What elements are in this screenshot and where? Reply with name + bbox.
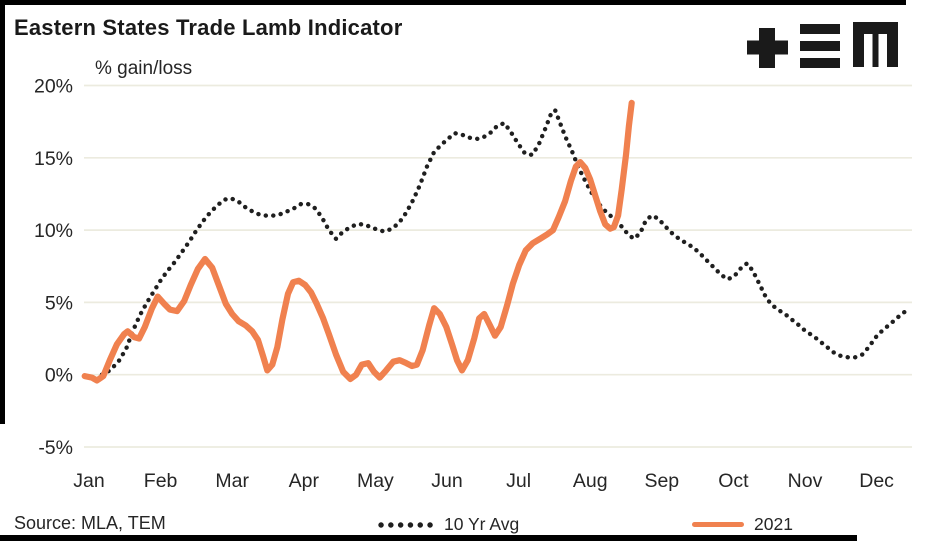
source-note: Source: MLA, TEM: [14, 513, 166, 533]
legend-label-2021: 2021: [754, 514, 793, 534]
x-tick-label: Mar: [215, 470, 249, 492]
x-tick-label: Jun: [431, 470, 462, 492]
y-tick-label: 15%: [34, 148, 73, 170]
y-tick-label: -5%: [38, 437, 73, 459]
border-left: [0, 0, 5, 424]
y-tick-label: 20%: [34, 76, 73, 98]
x-tick-label: Oct: [718, 470, 749, 492]
series-2021-line: [81, 99, 635, 384]
y-axis-title: % gain/loss: [95, 58, 193, 79]
m-glyph-icon: [853, 22, 898, 67]
legend-item-10yr-avg: 10 Yr Avg: [378, 514, 519, 535]
x-tick-label: Sep: [644, 470, 679, 492]
border-bottom: [0, 535, 857, 541]
border-top: [0, 0, 906, 5]
legend-item-2021: 2021: [692, 514, 793, 535]
three-bars-icon: [800, 24, 840, 68]
x-tick-label: Feb: [144, 470, 178, 492]
solid-line-swatch: [692, 522, 744, 527]
x-tick-label: Nov: [788, 470, 823, 492]
chart-title: Eastern States Trade Lamb Indicator: [14, 15, 403, 40]
y-tick-label: 0%: [45, 365, 73, 387]
legend-label-10yr-avg: 10 Yr Avg: [444, 514, 520, 534]
x-tick-label: Jan: [73, 470, 104, 492]
plus-icon: [747, 28, 788, 68]
dotted-line-swatch: [378, 521, 434, 528]
tem-logo: [747, 22, 898, 68]
x-tick-label: Aug: [573, 470, 608, 492]
y-tick-label: 5%: [45, 292, 73, 314]
x-tick-label: Apr: [289, 470, 320, 492]
x-tick-label: May: [357, 470, 394, 492]
series-10yr-avg-line: [99, 107, 913, 377]
x-tick-label: Jul: [506, 470, 531, 492]
y-tick-label: 10%: [34, 220, 73, 242]
x-tick-label: Dec: [859, 470, 894, 492]
